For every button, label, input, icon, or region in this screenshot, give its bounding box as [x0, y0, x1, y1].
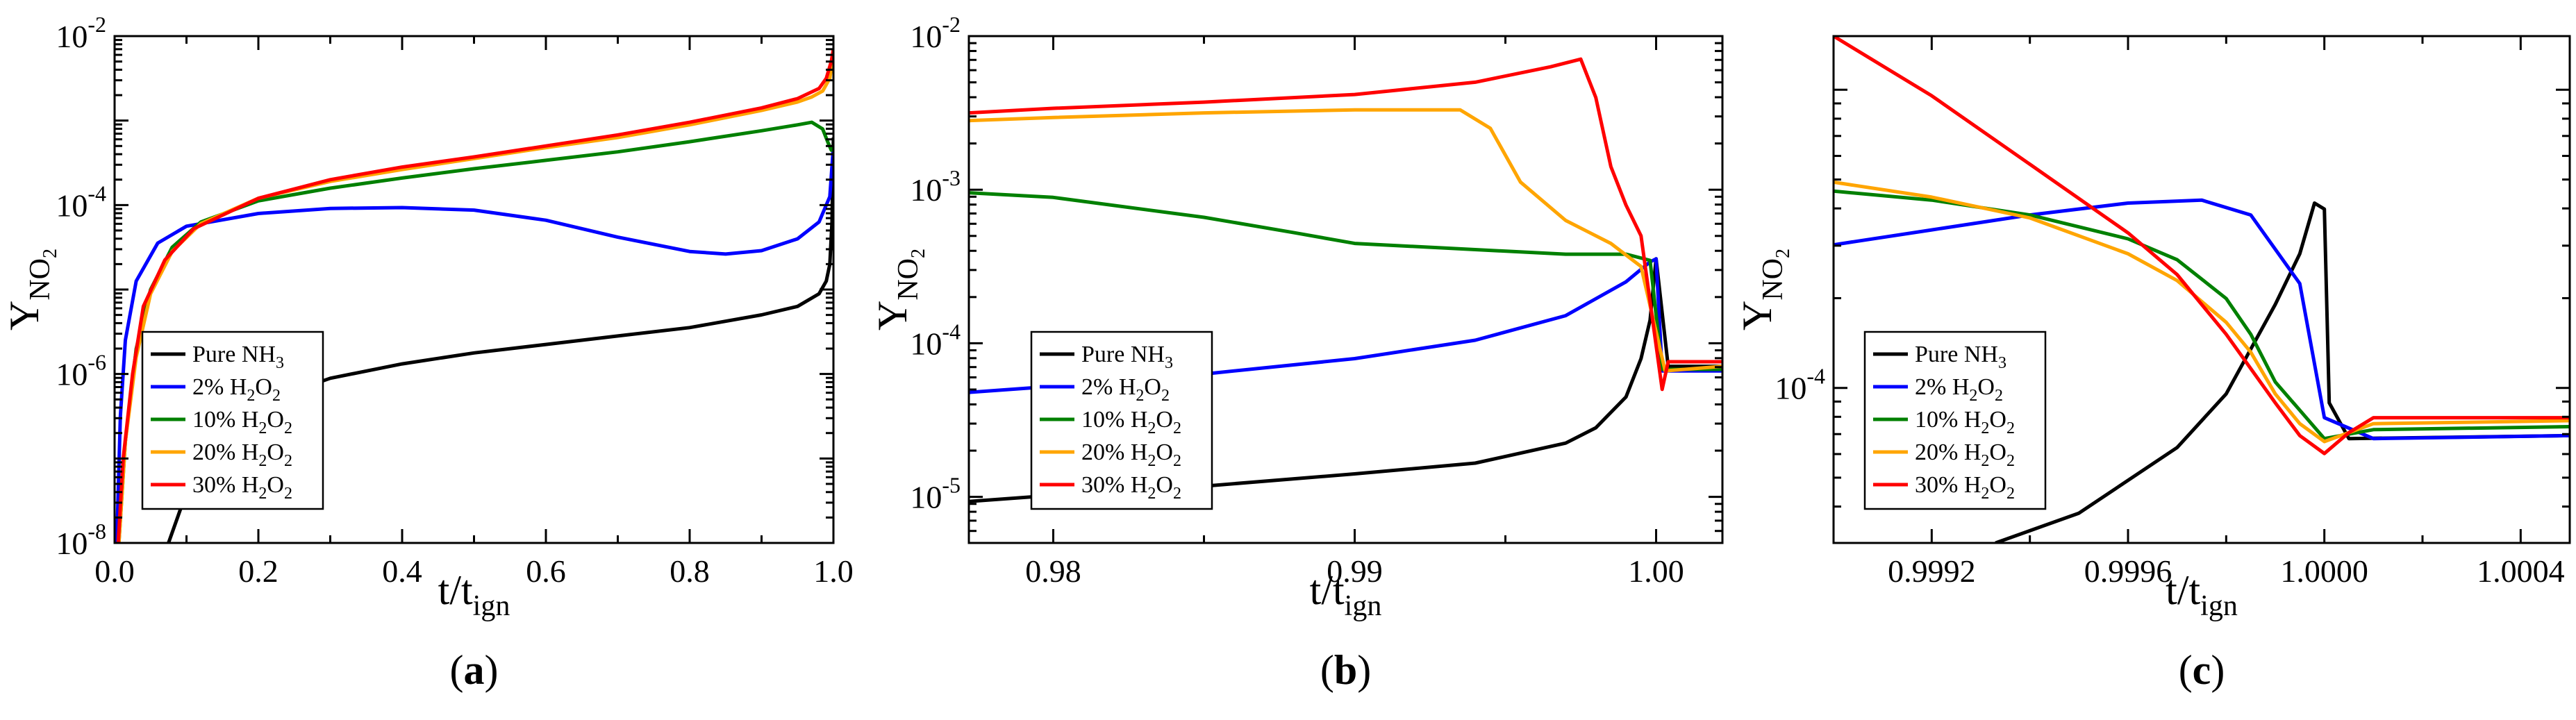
series-line-h2o2_30	[969, 57, 1722, 392]
y-axis-label: YNO2	[1, 249, 61, 330]
y-tick-label: 10-4	[910, 319, 961, 361]
x-tick-label: 1.0	[813, 553, 854, 589]
y-tick-label: 10-4	[1775, 364, 1825, 406]
panel-a: 0.0 0.2 0.4 0.6 0.8 1.0 10-8 10-6 10-4 10-2 t/tign…	[1, 12, 854, 693]
legend-label-h2o2_2: 2% H2O2	[1915, 374, 2003, 405]
series-line-h2o2_30	[1834, 36, 2570, 455]
x-tick-label: 1.0004	[2477, 553, 2565, 589]
legend-label-h2o2_10: 10% H2O2	[1081, 407, 1181, 437]
x-tick-label: 0.2	[238, 553, 279, 589]
legend-label-h2o2_30: 30% H2O2	[192, 472, 292, 503]
panel-b: 0.98 0.99 1.00 10-5 10-4 10-3 10-2 t/tign YNO2 Pu…	[870, 12, 1724, 693]
x-tick-label: 0.9996	[2084, 553, 2172, 589]
x-axis-label: t/tign	[438, 567, 510, 622]
x-tick-label: 0.8	[670, 553, 710, 589]
series-line-h2o2_10	[969, 191, 1722, 371]
series-line-h2o2_2	[115, 146, 833, 543]
legend-label-pure: Pure NH3	[1081, 342, 1173, 372]
series-line-h2o2_2	[1834, 198, 2570, 441]
y-tick-label: 10-2	[56, 12, 106, 54]
legend-label-h2o2_10: 10% H2O2	[192, 407, 292, 437]
x-tick-label: 1.0000	[2280, 553, 2368, 589]
legend-label-h2o2_30: 30% H2O2	[1081, 472, 1181, 503]
x-tick-label: 1.00	[1628, 553, 1684, 589]
series-line-h2o2_30	[116, 48, 833, 543]
x-axis-label: t/tign	[2166, 567, 2238, 622]
series-group	[115, 48, 833, 543]
legend-label-h2o2_20: 20% H2O2	[192, 439, 292, 470]
x-tick-label: 0.99	[1327, 553, 1383, 589]
legend-label-h2o2_20: 20% H2O2	[1081, 439, 1181, 470]
x-tick-label: 0.4	[382, 553, 422, 589]
y-tick-label: 10-4	[56, 181, 106, 223]
series-line-h2o2_20	[969, 108, 1722, 373]
y-axis-label: YNO2	[1734, 249, 1794, 330]
legend-label-h2o2_2: 2% H2O2	[192, 374, 281, 405]
y-tick-label: 10-3	[910, 165, 961, 208]
series-line-h2o2_20	[1834, 180, 2570, 444]
legend-label-pure: Pure NH3	[192, 342, 284, 372]
y-tick-label: 10-8	[56, 519, 106, 561]
plot-frame	[1832, 35, 2571, 544]
legend-label-pure: Pure NH3	[1915, 342, 2006, 372]
series-line-pure	[1995, 201, 2570, 543]
y-tick-label: 10-5	[910, 473, 961, 515]
plot-frame	[967, 35, 1724, 544]
x-tick-label: 0.9992	[1888, 553, 1976, 589]
panel-c: 0.9992 0.9996 1.0000 1.0004 10-4 t/tign YNO2 Pu…	[1734, 35, 2571, 693]
panel-label: (c)	[2179, 647, 2225, 693]
y-axis-label: YNO2	[870, 249, 929, 330]
x-tick-label: 0.0	[94, 553, 135, 589]
x-axis-label: t/tign	[1310, 567, 1382, 622]
series-group	[1834, 36, 2570, 543]
y-tick-label: 10-6	[56, 350, 106, 392]
panel-label: (b)	[1320, 647, 1371, 693]
legend-label-h2o2_20: 20% H2O2	[1915, 439, 2015, 470]
legend-label-h2o2_2: 2% H2O2	[1081, 374, 1170, 405]
legend-label-h2o2_30: 30% H2O2	[1915, 472, 2015, 503]
y-tick-label: 10-2	[910, 12, 961, 54]
legend-label-h2o2_10: 10% H2O2	[1915, 407, 2015, 437]
x-tick-label: 0.6	[526, 553, 566, 589]
x-tick-label: 0.98	[1025, 553, 1081, 589]
panel-label: (a)	[450, 647, 499, 693]
